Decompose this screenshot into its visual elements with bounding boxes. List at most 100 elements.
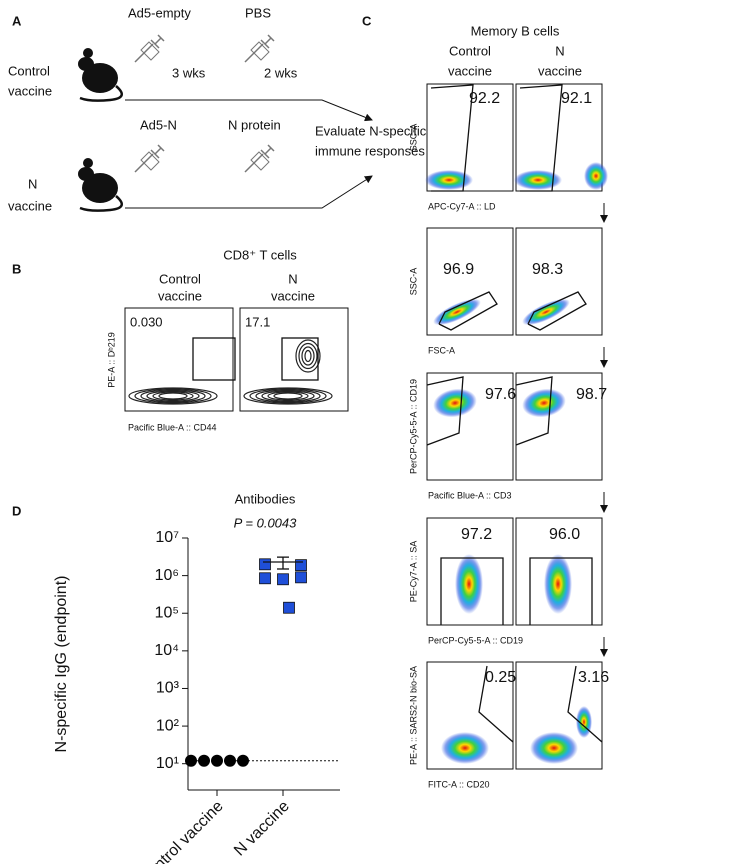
gate bbox=[515, 376, 553, 446]
contour bbox=[273, 392, 303, 400]
syringe-icon bbox=[134, 34, 165, 63]
group-label: Control bbox=[8, 63, 50, 78]
gate-value: 96.9 bbox=[443, 261, 474, 278]
contour bbox=[249, 388, 327, 404]
column-label: vaccine bbox=[158, 288, 202, 303]
density bbox=[514, 170, 562, 190]
contour bbox=[267, 391, 309, 401]
panel-title: CD8⁺ T cells bbox=[223, 247, 297, 262]
x-tick-label: Control vaccine bbox=[137, 798, 227, 864]
mouse-icon bbox=[79, 195, 123, 212]
axis-label: PerCP-Cy5-5-A :: CD19 bbox=[428, 635, 523, 645]
gate bbox=[527, 291, 587, 331]
timeline bbox=[125, 99, 373, 122]
gate-value: 96.0 bbox=[549, 526, 580, 543]
gate-value: 92.1 bbox=[561, 90, 592, 107]
gate-value: 97.2 bbox=[461, 526, 492, 543]
contour bbox=[140, 389, 206, 403]
density bbox=[544, 554, 572, 614]
y-tick-label: 10⁵ bbox=[155, 604, 179, 621]
point bbox=[259, 558, 271, 571]
point bbox=[277, 573, 289, 586]
column-label: N bbox=[288, 271, 297, 286]
axis-label: PerCP-Cy5-5-A :: CD19 bbox=[408, 379, 418, 474]
treatment-label: PBS bbox=[245, 5, 271, 20]
outcome-label: immune responses bbox=[315, 143, 425, 158]
gate-value: 92.2 bbox=[469, 90, 500, 107]
flow-plot bbox=[426, 372, 514, 481]
density bbox=[522, 298, 570, 326]
gate bbox=[529, 557, 593, 625]
mouse-icon bbox=[83, 48, 93, 58]
axis-label: Pacific Blue-A :: CD3 bbox=[428, 490, 512, 500]
point bbox=[185, 754, 197, 767]
panel-label: D bbox=[12, 503, 21, 518]
contour bbox=[298, 342, 318, 370]
contour bbox=[146, 390, 200, 402]
gate bbox=[478, 665, 514, 743]
point bbox=[295, 559, 307, 572]
panel-label: B bbox=[12, 261, 21, 276]
gate bbox=[519, 84, 563, 192]
contour bbox=[152, 391, 194, 401]
interval-label: 3 wks bbox=[172, 65, 206, 80]
group-label: N bbox=[28, 176, 37, 191]
y-tick-label: 10² bbox=[156, 717, 180, 734]
treatment-label: Ad5-N bbox=[140, 117, 177, 132]
axis-label: PE-Cy7-A :: SA bbox=[408, 541, 418, 603]
y-axis-label: N-specific IgG (endpoint) bbox=[53, 576, 70, 753]
syringe-icon bbox=[250, 151, 270, 171]
syringe-icon bbox=[250, 41, 270, 61]
gate bbox=[192, 337, 236, 381]
interval-label: 2 wks bbox=[264, 65, 298, 80]
gate-value: 98.3 bbox=[532, 261, 563, 278]
syringe-icon bbox=[244, 34, 275, 63]
mouse-icon bbox=[82, 173, 118, 203]
mouse-icon bbox=[83, 158, 93, 168]
flow-plot bbox=[124, 307, 234, 412]
axis-label: APC-Cy7-A :: LD bbox=[428, 201, 496, 211]
group-label: vaccine bbox=[8, 198, 52, 213]
gate-value: 0.25 bbox=[485, 669, 516, 686]
gate bbox=[438, 291, 498, 331]
contour bbox=[243, 387, 333, 405]
column-label: N bbox=[555, 43, 564, 58]
y-tick-label: 10⁶ bbox=[155, 567, 179, 584]
contour bbox=[134, 388, 212, 404]
gate-value: 3.16 bbox=[578, 669, 609, 686]
point bbox=[237, 754, 249, 767]
density bbox=[530, 732, 578, 764]
point bbox=[211, 754, 223, 767]
column-label: vaccine bbox=[271, 288, 315, 303]
panel-label: C bbox=[362, 13, 372, 28]
y-tick-label: 10³ bbox=[156, 680, 180, 697]
y-tick-label: 10⁷ bbox=[155, 529, 179, 546]
density bbox=[584, 162, 608, 190]
axis-label: SSC-A bbox=[408, 124, 418, 152]
x-tick-label: N vaccine bbox=[231, 798, 293, 860]
syringe-icon bbox=[134, 144, 165, 173]
panel-title: Memory B cells bbox=[471, 23, 560, 38]
contour bbox=[295, 339, 321, 373]
point bbox=[283, 601, 295, 614]
flow-plot bbox=[239, 307, 349, 412]
axis-label: FSC-A bbox=[428, 345, 455, 355]
gate bbox=[440, 557, 504, 625]
flow-plot bbox=[515, 372, 603, 481]
column-label: vaccine bbox=[448, 63, 492, 78]
gate-value: 17.1 bbox=[245, 314, 270, 329]
density bbox=[441, 732, 489, 764]
axis-label: SSC-A bbox=[408, 268, 418, 296]
axis-label: PE-A :: Dᵇ219 bbox=[106, 332, 116, 387]
gate bbox=[426, 376, 464, 446]
annotation: P = 0.0043 bbox=[234, 515, 298, 530]
contour bbox=[261, 390, 315, 402]
point bbox=[198, 754, 210, 767]
column-label: Control bbox=[159, 271, 201, 286]
syringe-icon bbox=[140, 151, 160, 171]
contour bbox=[128, 387, 218, 405]
treatment-label: N protein bbox=[228, 117, 281, 132]
group-label: vaccine bbox=[8, 83, 52, 98]
gate-value: 97.6 bbox=[485, 386, 516, 403]
